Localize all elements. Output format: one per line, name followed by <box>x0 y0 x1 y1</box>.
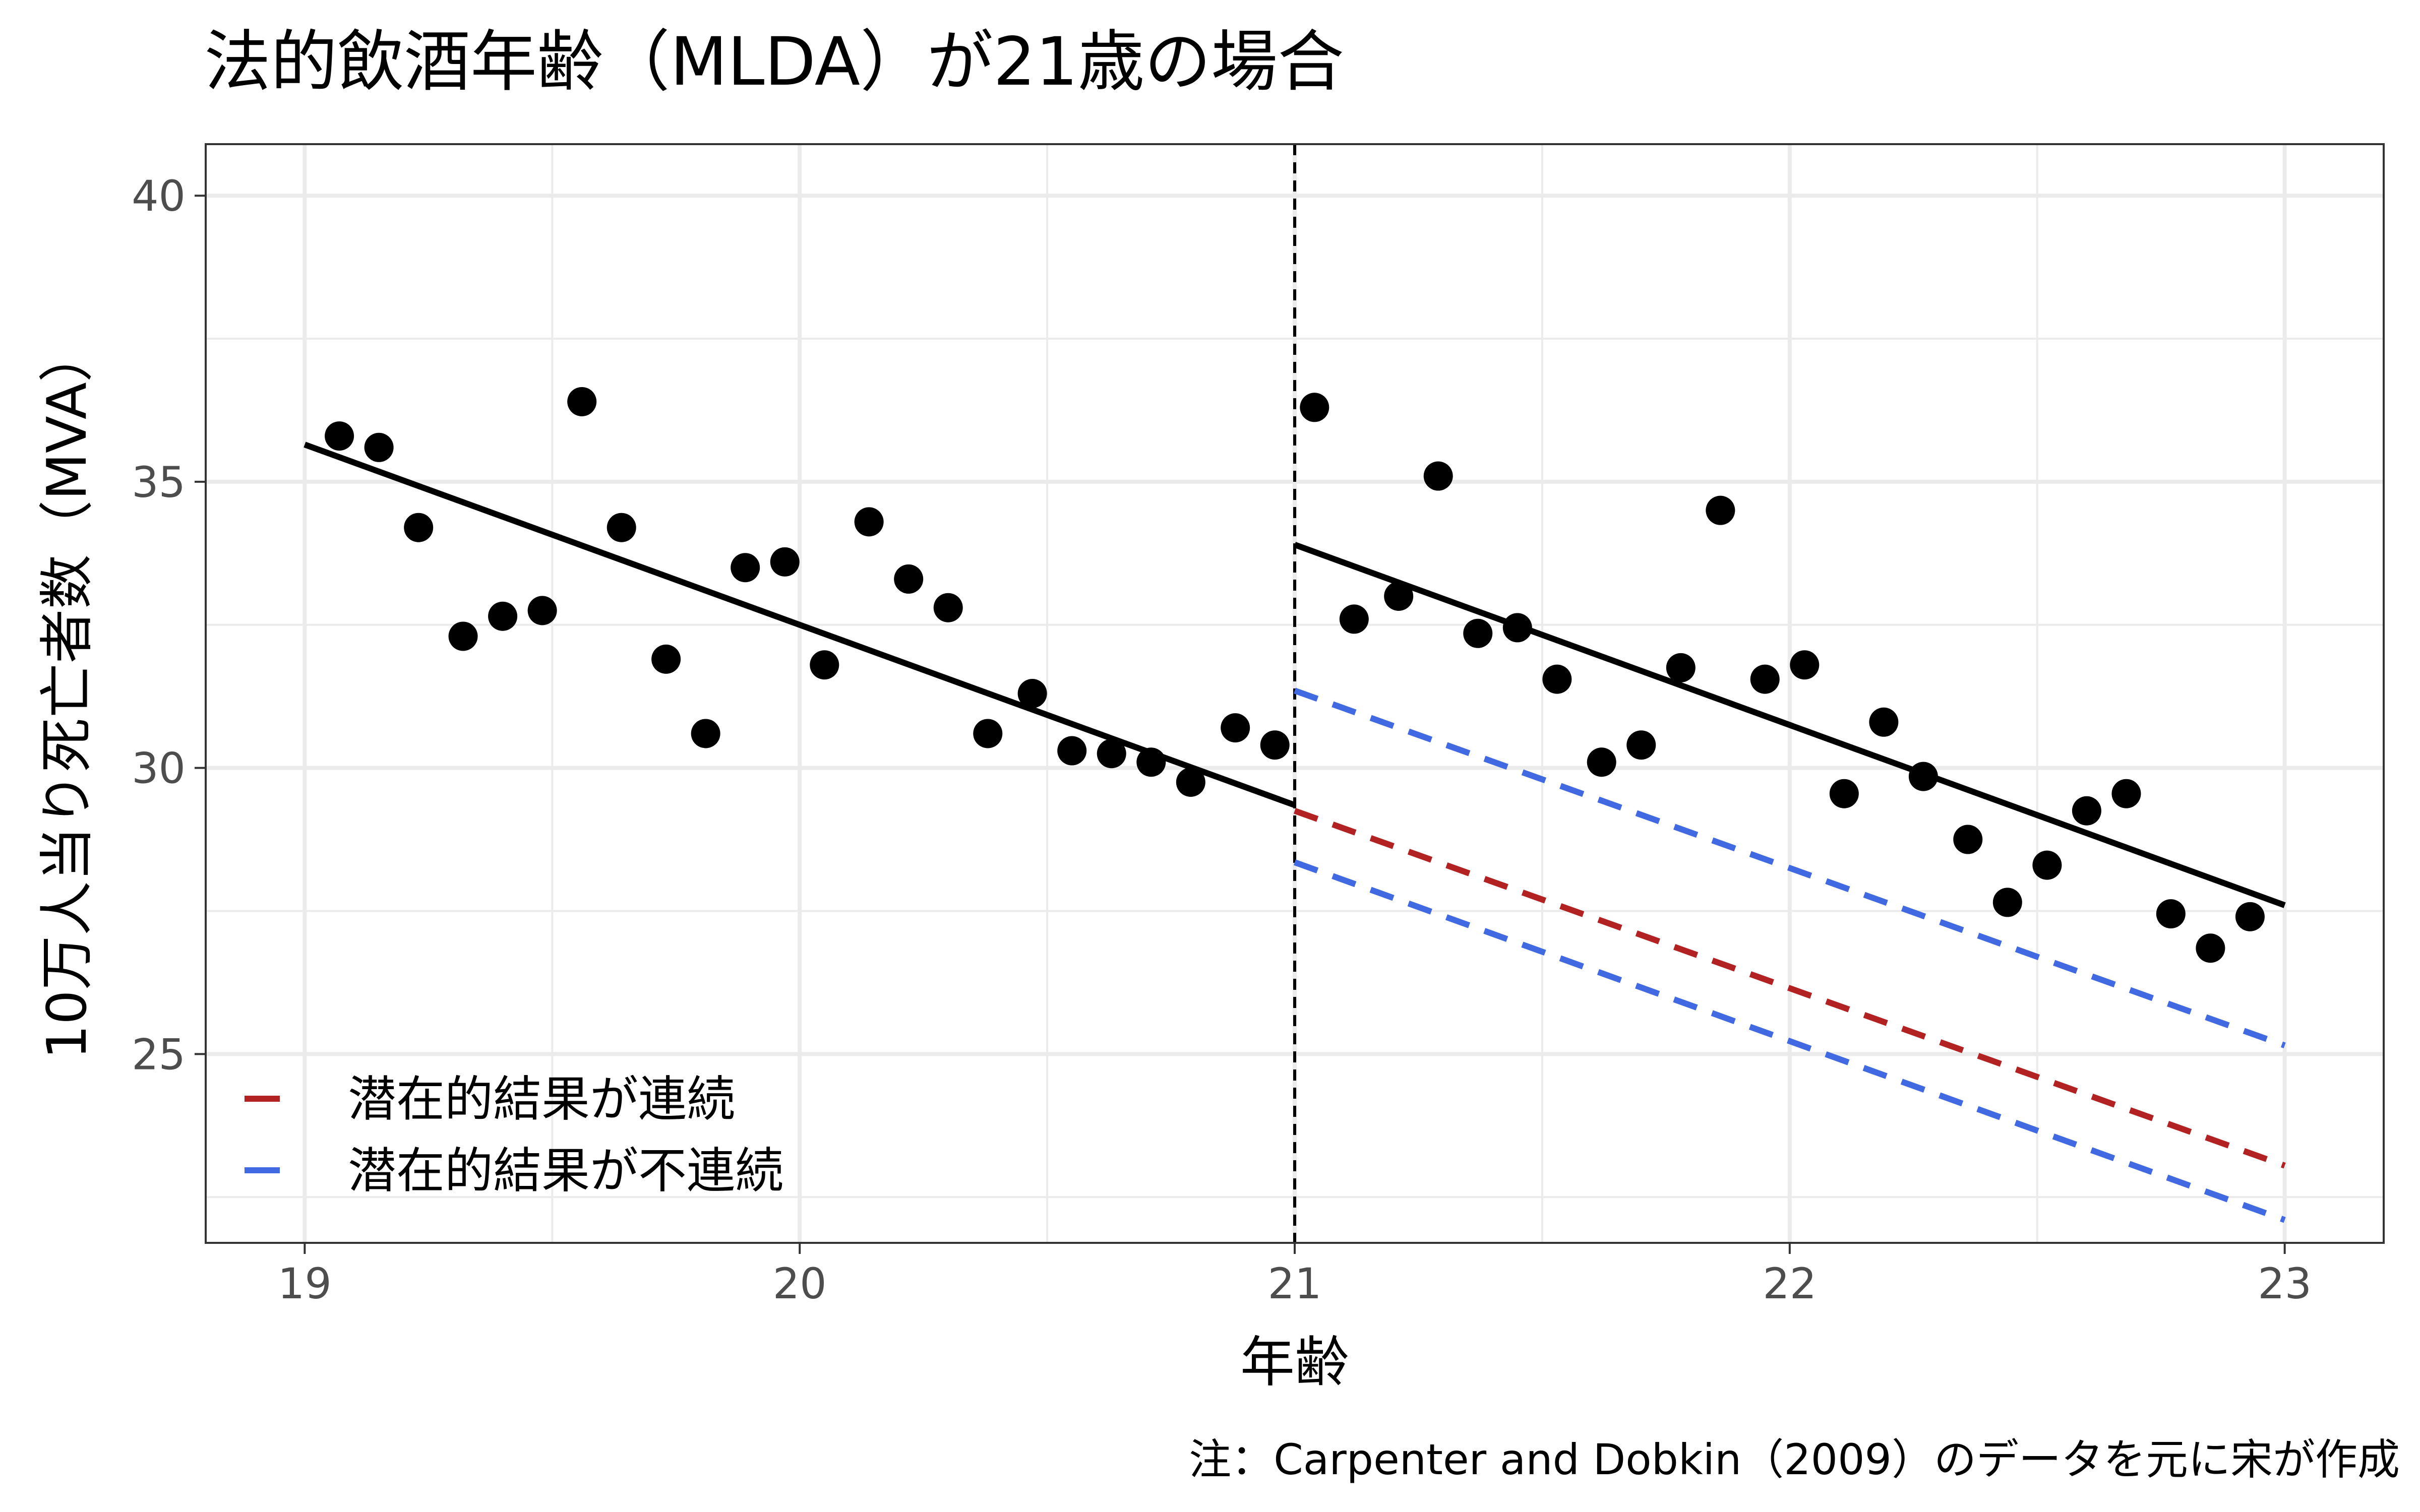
data-point <box>2196 933 2225 963</box>
fit-line-5 <box>1293 859 2286 1223</box>
y-tick-label: 25 <box>132 1030 186 1079</box>
data-point <box>1587 747 1616 777</box>
points-layer <box>325 387 2265 963</box>
plot-panel-border <box>205 143 2385 1244</box>
y-tick-label: 30 <box>132 744 186 793</box>
fit-line-1 <box>304 442 1296 808</box>
data-point <box>488 601 518 631</box>
axis-ticks-layer: 19 20 21 22 23 25 30 35 40 <box>132 171 2312 1308</box>
data-point <box>1057 736 1087 766</box>
x-tick-label: 19 <box>278 1259 332 1308</box>
data-point <box>1869 707 1899 737</box>
data-point <box>691 719 720 748</box>
data-point <box>1502 613 1532 643</box>
data-point <box>731 553 760 583</box>
fit-lines-layer <box>304 144 2286 1243</box>
data-point <box>325 421 354 451</box>
data-point <box>1136 747 1166 777</box>
data-point <box>1542 664 1572 694</box>
data-point <box>1992 888 2022 917</box>
data-point <box>1339 604 1369 634</box>
data-point <box>1908 762 1938 791</box>
data-point <box>1463 618 1493 648</box>
data-point <box>894 564 924 594</box>
fit-line-4 <box>1293 687 2286 1048</box>
x-axis-title: 年齢 <box>1240 1331 1349 1394</box>
data-point <box>1626 730 1656 760</box>
data-point <box>448 621 478 651</box>
y-axis-title: 10万人当り死亡者数（MVA） <box>36 328 99 1059</box>
fit-line-3 <box>1293 808 2286 1169</box>
data-point <box>364 432 394 462</box>
data-point <box>1300 393 1329 422</box>
data-point <box>1666 653 1696 682</box>
data-point <box>1706 495 1735 525</box>
data-point <box>651 644 681 674</box>
x-tick-label: 21 <box>1268 1259 1322 1308</box>
data-point <box>1260 730 1290 760</box>
data-point <box>933 593 963 622</box>
y-tick-label: 40 <box>132 171 186 221</box>
data-point <box>1384 581 1414 611</box>
legend-label-2: 潜在的結果が不連続 <box>348 1143 783 1199</box>
chart-caption: 注：Carpenter and Dobkin（2009）のデータを元に宋が作成 <box>1189 1435 2400 1484</box>
data-point <box>1953 825 1983 854</box>
data-point <box>1221 713 1250 743</box>
data-point <box>1423 461 1453 491</box>
x-tick-label: 22 <box>1763 1259 1817 1308</box>
data-point <box>2235 902 2265 931</box>
legend-label-1: 潜在的結果が連続 <box>348 1071 735 1127</box>
data-point <box>2032 850 2062 880</box>
x-tick-label: 20 <box>773 1259 827 1308</box>
data-point <box>1829 779 1859 808</box>
data-point <box>810 650 839 680</box>
data-point <box>854 507 884 537</box>
data-point <box>1790 650 1820 680</box>
data-point <box>1017 679 1047 708</box>
fit-line-2 <box>1293 542 2286 908</box>
data-point <box>567 387 597 416</box>
data-point <box>1750 664 1780 694</box>
chart-title: 法的飲酒年齢（MLDA）が21歳の場合 <box>204 23 1344 101</box>
data-point <box>973 719 1003 748</box>
data-point <box>1097 739 1126 769</box>
data-point <box>527 596 557 625</box>
data-point <box>2072 796 2101 826</box>
data-point <box>2111 779 2141 808</box>
data-point <box>2156 899 2186 929</box>
data-point <box>404 513 434 542</box>
data-point <box>770 547 800 577</box>
data-point <box>607 513 636 542</box>
x-tick-label: 23 <box>2258 1259 2312 1308</box>
y-tick-label: 35 <box>132 458 186 507</box>
data-point <box>1176 767 1205 797</box>
